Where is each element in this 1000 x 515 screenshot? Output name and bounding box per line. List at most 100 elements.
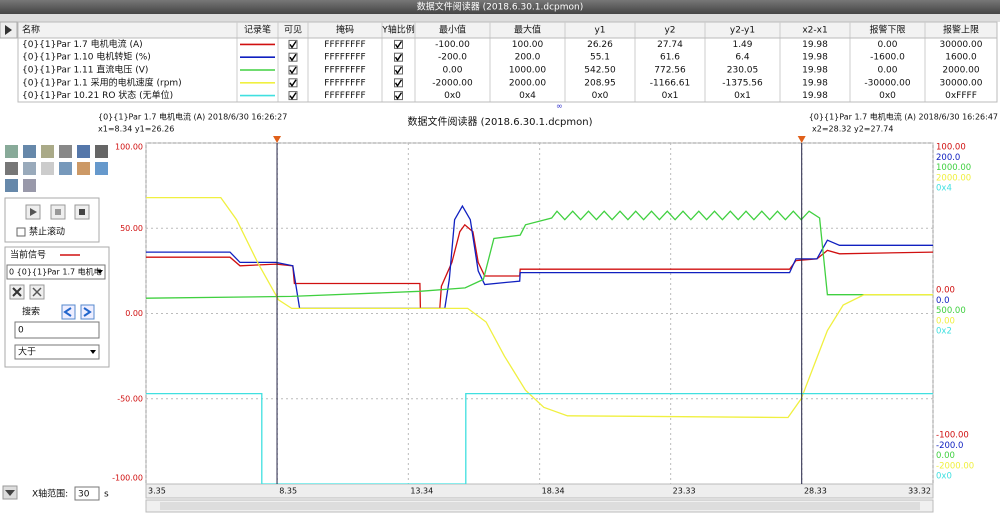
checkmark — [289, 66, 297, 75]
column-header: 掩码 — [336, 24, 354, 36]
scroll-lock-checkbox[interactable] — [16, 227, 26, 237]
title-bar — [0, 0, 1000, 14]
checkbox[interactable] — [394, 52, 403, 62]
tool-icon[interactable] — [23, 179, 36, 192]
splitter-grip[interactable]: ∞ — [556, 102, 563, 111]
cell-value: FFFFFFFF — [324, 66, 365, 76]
column-header: 报警下限 — [869, 24, 905, 36]
checkbox[interactable] — [288, 91, 298, 101]
tool-icon[interactable] — [59, 162, 72, 175]
cell-value: 19.98 — [802, 53, 828, 63]
column-header: Y轴比例 — [381, 24, 415, 36]
tool-icon[interactable] — [77, 162, 90, 175]
x-range-value: 30 — [78, 490, 90, 500]
right-axis-mid: 0.0 — [936, 296, 950, 306]
cell-value: -30000.00 — [864, 78, 910, 88]
checkbox[interactable] — [394, 65, 403, 75]
cell-value: 55.1 — [590, 53, 610, 63]
cell-value: 27.74 — [657, 40, 683, 50]
cell-value: FFFFFFFF — [324, 53, 365, 63]
column-header: 可见 — [284, 25, 302, 36]
checkbox[interactable] — [288, 78, 298, 88]
column-header: y1 — [594, 26, 605, 36]
cursor2-readout: x2=28.32 y2=27.74 — [812, 125, 893, 134]
tool-icon[interactable] — [5, 179, 18, 192]
checkbox[interactable] — [288, 52, 298, 62]
cell-value: 0x0 — [592, 91, 609, 101]
tool-icon[interactable] — [23, 162, 36, 175]
x-tick-label: 8.35 — [279, 487, 297, 496]
cell-value: 0xFFFF — [945, 91, 977, 101]
y-tick-label: 50.00 — [120, 224, 143, 233]
checkbox[interactable] — [288, 39, 298, 49]
toolbar — [5, 145, 108, 192]
search-input[interactable] — [14, 321, 100, 339]
pause-icon — [55, 209, 61, 215]
cell-value: 30000.00 — [940, 40, 983, 50]
condition-text: 大于 — [18, 346, 36, 358]
column-header: 最小值 — [439, 24, 466, 36]
tool-icon[interactable] — [41, 162, 54, 175]
scroll-thumb[interactable] — [160, 502, 920, 510]
cell-value: 0x0 — [444, 91, 461, 101]
x-range-label: X轴范围: — [32, 488, 68, 500]
x-tick-label: 3.35 — [148, 487, 166, 496]
y-tick-label: 0.00 — [125, 309, 143, 318]
title-strip — [0, 14, 1000, 22]
tool-icon[interactable] — [5, 145, 18, 158]
x-tick-label: 28.33 — [804, 487, 827, 496]
tool-icon[interactable] — [95, 162, 108, 175]
column-header: x2-x1 — [802, 26, 827, 36]
tool-icon[interactable] — [59, 145, 72, 158]
cell-value: 19.98 — [802, 91, 828, 101]
cell-value: 19.98 — [802, 40, 828, 50]
collapse-icon — [5, 490, 15, 496]
cell-value: 542.50 — [584, 66, 616, 76]
checkbox[interactable] — [394, 78, 403, 88]
checkbox[interactable] — [394, 91, 403, 101]
condition-select[interactable] — [14, 344, 100, 360]
signal-name: {0}{1}Par 1.11 直流电压 (V) — [22, 64, 148, 76]
search-next[interactable] — [80, 304, 95, 320]
cell-value: -100.00 — [435, 40, 470, 50]
tool-icon[interactable] — [95, 145, 108, 158]
signal-select[interactable] — [6, 264, 106, 280]
column-header: 名称 — [22, 24, 40, 36]
tool-icon[interactable] — [5, 162, 18, 175]
search-prev[interactable] — [61, 304, 76, 320]
cell-value: 2000.00 — [942, 66, 979, 76]
column-header: y2 — [664, 26, 675, 36]
cell-value: 100.00 — [512, 40, 544, 50]
cursor2-label: {0}{1}Par 1.7 电机电流 (A) 2018/6/30 16:26:4… — [809, 112, 998, 122]
cell-value: 26.26 — [587, 40, 613, 50]
cell-value: 2000.00 — [509, 78, 546, 88]
cell-value: 208.95 — [584, 78, 616, 88]
trace — [146, 196, 933, 419]
cursor1-label: {0}{1}Par 1.7 电机电流 (A) 2018/6/30 16:26:2… — [98, 112, 287, 122]
trace — [146, 210, 933, 299]
cursor-handle[interactable] — [797, 136, 806, 143]
dropdown-arrow — [90, 350, 96, 354]
checkmark — [394, 53, 403, 62]
tool-icon[interactable] — [77, 145, 90, 158]
column-header: 记录笔 — [244, 24, 271, 36]
cell-value: -1375.56 — [722, 78, 763, 88]
x-range-input[interactable] — [74, 486, 100, 501]
right-axis-mid: 0.00 — [936, 286, 955, 296]
search-label: 搜索 — [22, 306, 40, 318]
cell-value: 1000.00 — [509, 66, 546, 76]
cell-value: 772.56 — [654, 66, 686, 76]
checkmark — [394, 66, 403, 75]
tool-icon[interactable] — [23, 145, 36, 158]
signal-select-text: 0 {0}{1}Par 1.7 电机电 — [9, 267, 102, 277]
stop-icon — [79, 209, 85, 215]
checkmark — [394, 79, 403, 88]
cell-value: 0x1 — [734, 91, 751, 101]
checkbox[interactable] — [394, 39, 403, 49]
cell-value: 0x4 — [519, 91, 536, 101]
checkmark — [289, 79, 297, 88]
cursor-handle[interactable] — [273, 136, 282, 143]
tool-icon[interactable] — [41, 145, 54, 158]
checkbox[interactable] — [288, 65, 298, 75]
delete-icon — [12, 287, 22, 297]
